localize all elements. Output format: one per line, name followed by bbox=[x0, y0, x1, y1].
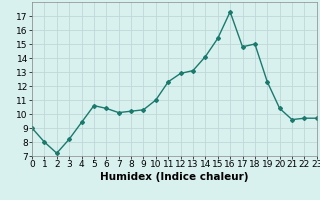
X-axis label: Humidex (Indice chaleur): Humidex (Indice chaleur) bbox=[100, 172, 249, 182]
